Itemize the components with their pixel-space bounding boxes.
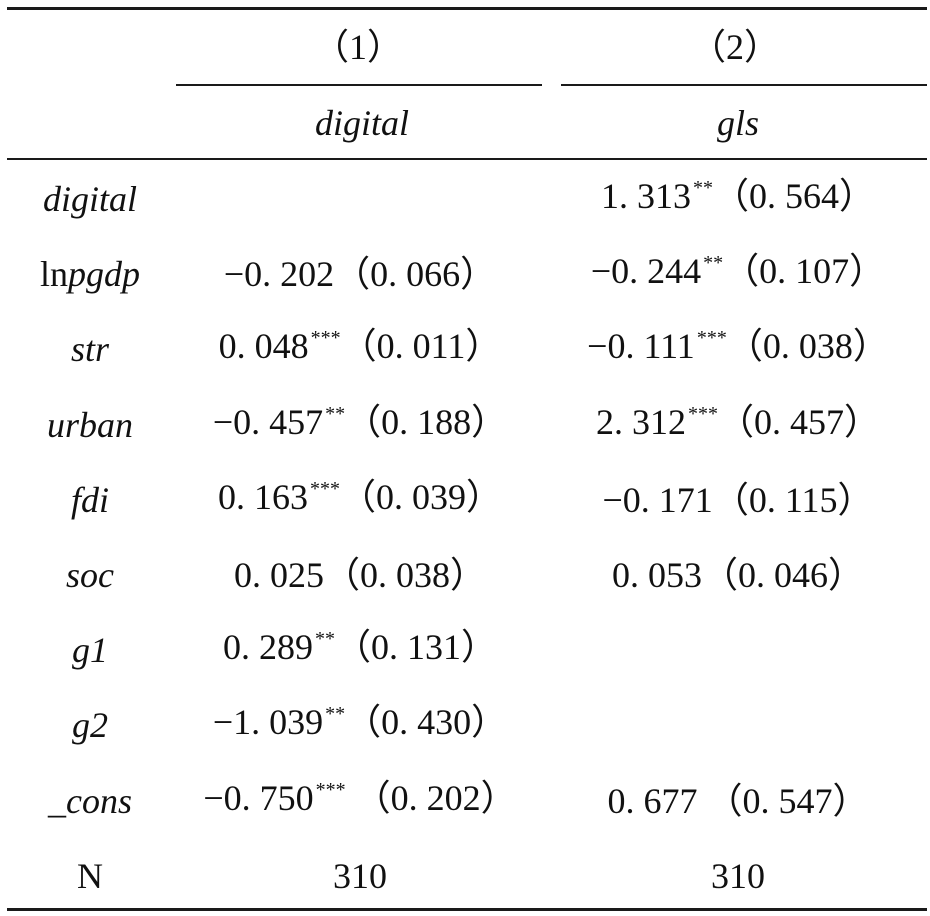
coefficient: 0. 053 [611,555,702,595]
significance-stars: ** [314,628,335,651]
standard-error: （0. 046） [701,555,865,595]
coefficient: 0. 677 [607,780,698,821]
table-row-label: digital [43,179,137,219]
coefficient: −1. 039 [212,702,324,743]
variable-name: digital [42,179,138,219]
variable-name: fdi [70,479,110,520]
table-cell-col2: −0. 244 **（0. 107） [591,251,885,297]
standard-error: （0. 188） [345,401,508,442]
table-row-label: lnpgdp [40,254,140,294]
coefficient: −0. 244 [590,251,702,292]
variable-name: str [70,329,110,370]
standard-error: （0. 564） [712,176,876,216]
col1-number: （1） [312,27,404,67]
standard-error: （0. 066） [334,254,497,295]
coefficient: 0. 025 [233,555,324,595]
significance-stars: *** [315,778,346,801]
coefficient: 0. 289 [222,627,313,668]
table-cell-col2: 0. 677 （0. 547） [607,781,868,821]
standard-error: （0. 115） [712,479,874,520]
table-cell-col1: 0. 025（0. 038） [234,555,486,595]
significance-stars: *** [696,327,727,350]
coefficient: −0. 111 [587,326,695,367]
variable-name: _cons [48,780,132,821]
coefficient: −0. 202 [223,254,335,295]
variable-name: soc [66,555,114,595]
table-row-label: soc [66,555,114,595]
table-cell-col2: 310 [711,856,765,896]
table-row-label: g2 [72,705,108,745]
table-row-label: g1 [72,630,108,670]
variable-prefix: N [77,855,103,896]
standard-error: （0. 039） [339,476,503,517]
table-row-label: _cons [48,781,132,821]
coefficient: 2. 312 [595,401,686,442]
coefficient: 310 [333,855,387,896]
coefficient: 1. 313 [600,176,691,216]
coefficient: 0. 163 [217,476,308,517]
table-cell-col1: −0. 750 *** （0. 202） [203,778,516,824]
standard-error: （0. 547） [697,780,869,821]
table-cell-col1: 0. 048 ***（0. 011） [219,326,502,372]
coefficient: 310 [711,855,765,896]
table-cell-col2: 1. 313 **（0. 564） [601,176,875,222]
significance-stars: ** [325,703,346,726]
variable-name: g2 [72,705,108,746]
significance-stars: *** [309,477,340,500]
table-cell-col2: 0. 053（0. 046） [612,555,864,595]
standard-error: （0. 457） [717,401,881,442]
table-row-label: urban [47,405,133,445]
significance-stars: ** [703,252,724,275]
table-cell-col1: −0. 202（0. 066） [224,254,496,294]
table-row-label: fdi [71,480,109,520]
coefficient: −0. 750 [203,777,314,818]
significance-stars: *** [310,327,341,350]
standard-error: （0. 107） [723,251,886,292]
table-row-label: str [71,329,109,369]
table-row-label: N [77,856,103,896]
significance-stars: ** [692,177,713,199]
header-bottom-rule [7,158,927,160]
table-cell-col2: 2. 312 ***（0. 457） [596,402,880,448]
coefficient: −0. 457 [212,401,324,442]
table-cell-col1: −1. 039 **（0. 430） [213,702,507,748]
significance-stars: *** [687,402,718,425]
standard-error: （0. 202） [345,777,517,818]
col2-header-underline [561,84,927,86]
standard-error: （0. 430） [345,702,508,743]
coefficient: 0. 048 [218,326,309,367]
variable-prefix: ln [39,254,69,295]
variable-name: g1 [72,630,108,671]
coefficient: −0. 171 [602,479,713,520]
table-cell-col2: −0. 111 ***（0. 038） [587,326,889,372]
col2-dependent-var: gls [716,103,760,143]
col1-dependent-var: digital [314,103,410,143]
standard-error: （0. 011） [340,326,502,367]
bottom-rule [7,908,927,911]
variable-name: pgdp [68,254,141,295]
standard-error: （0. 131） [334,627,498,668]
table-cell-col1: −0. 457 **（0. 188） [213,402,507,448]
table-cell-col2: −0. 171（0. 115） [603,480,874,520]
top-rule [7,7,927,10]
variable-name: urban [46,404,134,445]
significance-stars: ** [325,402,346,425]
col1-header-underline [176,84,542,86]
col2-number: （2） [689,27,781,67]
standard-error: （0. 038） [726,326,889,367]
table-cell-col1: 0. 163 ***（0. 039） [218,477,502,523]
table-cell-col1: 0. 289 **（0. 131） [223,627,497,673]
standard-error: （0. 038） [323,555,487,595]
table-cell-col1: 310 [333,856,387,896]
